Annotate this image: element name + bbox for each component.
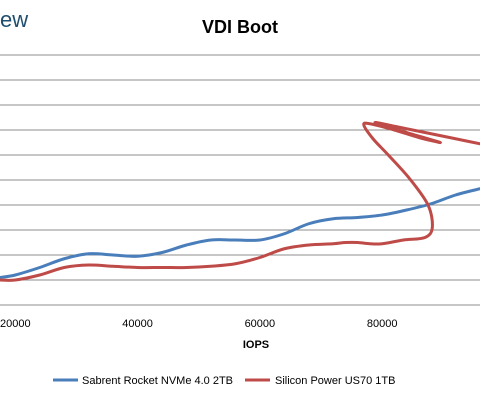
site-logo-fragment: ew [0, 7, 28, 32]
x-axis-label: IOPS [243, 339, 269, 351]
x-axis-ticks: 20000 40000 60000 80000 [0, 318, 397, 330]
legend: Sabrent Rocket NVMe 4.0 2TB Silicon Power… [53, 375, 395, 387]
gridlines [0, 54, 480, 306]
legend-label-2: Silicon Power US70 1TB [275, 375, 395, 387]
series-line-2 [0, 120, 480, 282]
x-tick-label: 60000 [245, 318, 276, 330]
series-lines [0, 120, 480, 282]
chart-title: VDI Boot [202, 17, 278, 37]
x-tick-label: 20000 [0, 318, 31, 330]
x-tick-label: 40000 [122, 318, 153, 330]
series-line-1 [0, 187, 480, 279]
x-tick-label: 80000 [367, 318, 398, 330]
legend-label-1: Sabrent Rocket NVMe 4.0 2TB [82, 375, 233, 387]
